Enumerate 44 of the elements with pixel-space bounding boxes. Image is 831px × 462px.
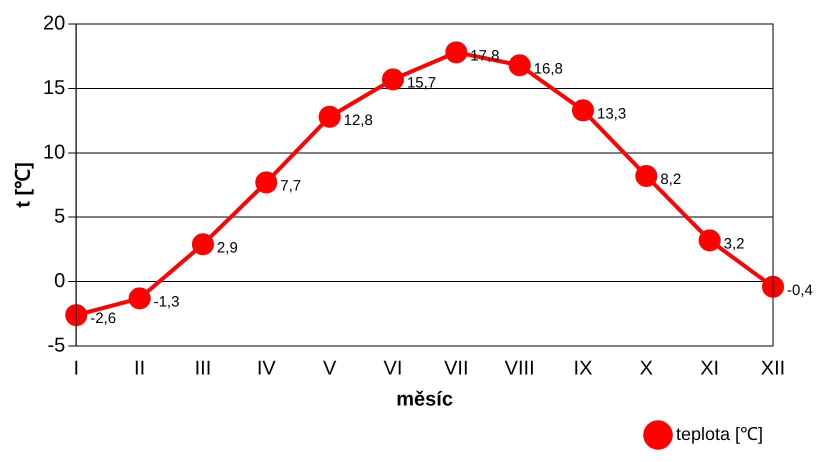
x-tick-label: VI xyxy=(384,358,402,380)
x-tick-label: XII xyxy=(760,358,786,380)
y-tick-label: 0 xyxy=(54,270,66,292)
x-tick-label: IX xyxy=(574,358,592,380)
data-label: -1,3 xyxy=(154,293,180,310)
data-label: 3,2 xyxy=(724,236,745,253)
x-tick-label: V xyxy=(322,358,337,380)
x-tick-label: IV xyxy=(256,358,276,380)
y-tick-label: 5 xyxy=(54,206,66,228)
y-axis-title: t [℃] xyxy=(12,162,35,208)
point xyxy=(382,68,404,90)
data-label: 16,8 xyxy=(534,60,563,78)
y-tick-label: -5 xyxy=(47,334,66,357)
x-tick-label: VII xyxy=(444,358,469,380)
x-tick-label: III xyxy=(194,358,212,380)
point xyxy=(65,304,88,326)
point xyxy=(762,276,784,298)
legend-label: teplota [℃] xyxy=(676,424,763,444)
data-label: 15,7 xyxy=(406,74,436,92)
x-tick-label: I xyxy=(73,358,80,380)
point xyxy=(128,287,151,310)
x-tick-label: XI xyxy=(700,358,720,380)
data-label: 8,2 xyxy=(660,171,682,188)
data-label: -2,6 xyxy=(90,310,116,328)
point xyxy=(635,164,658,187)
data-label: -0,4 xyxy=(787,282,813,299)
point xyxy=(698,229,721,252)
x-axis-title: měsíc xyxy=(396,388,453,411)
data-label: 13,3 xyxy=(596,105,626,122)
point xyxy=(318,106,341,128)
point xyxy=(508,54,531,76)
point xyxy=(255,171,278,194)
point xyxy=(445,41,468,64)
y-tick-label: 10 xyxy=(42,141,66,164)
x-tick-label: X xyxy=(640,358,653,380)
point xyxy=(192,233,214,256)
x-tick-label: II xyxy=(134,358,146,380)
y-tick-label: 15 xyxy=(42,76,66,99)
y-tick-label: 20 xyxy=(42,12,66,35)
data-label: 2,9 xyxy=(216,239,238,256)
data-label: 12,8 xyxy=(344,112,373,129)
point xyxy=(572,99,594,122)
data-label: 7,7 xyxy=(280,178,302,195)
x-tick-label: VIII xyxy=(504,358,535,380)
